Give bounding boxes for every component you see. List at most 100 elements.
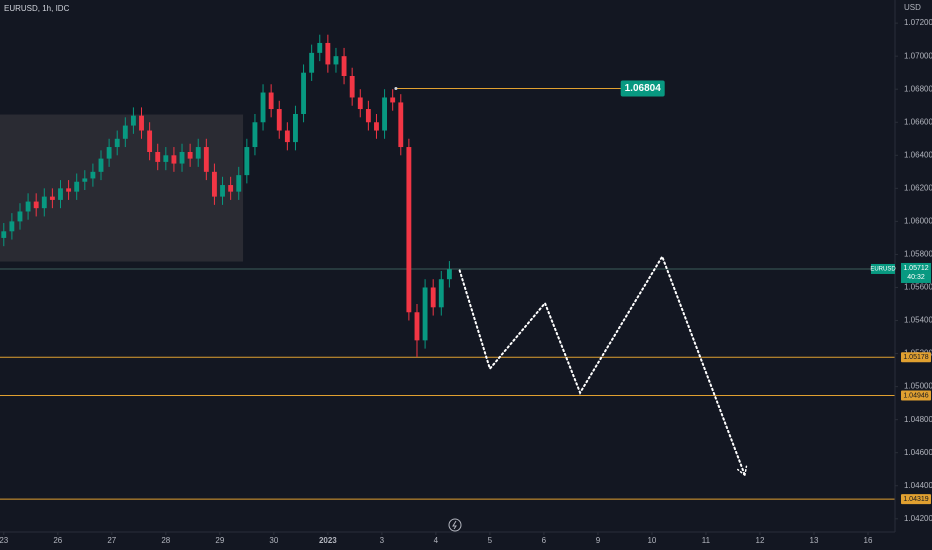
y-tick-label: 1.07200 [904, 18, 932, 27]
symbol-badge-label: EURUSD [870, 267, 896, 273]
zone [0, 114, 244, 262]
y-tick-label: 1.06800 [904, 84, 932, 93]
x-tick-label: 12 [756, 536, 765, 545]
candle-body [82, 178, 88, 182]
candle-body [446, 269, 452, 280]
price-badge-label: 1.05712 [903, 265, 928, 272]
level-label: 1.04319 [903, 496, 928, 503]
y-tick-label: 1.06200 [904, 183, 932, 192]
candle-body [244, 147, 250, 176]
x-tick-label: 29 [215, 536, 224, 545]
x-tick-label: 26 [53, 536, 62, 545]
candle-body [406, 147, 412, 313]
x-tick-label: 9 [596, 536, 601, 545]
candle-body [98, 158, 104, 172]
y-tick-label: 1.06000 [904, 217, 932, 226]
candle-body [147, 130, 153, 152]
candle-body [349, 76, 355, 98]
y-tick-label: 1.06400 [904, 150, 932, 159]
candle-body [228, 185, 234, 192]
y-tick-label: 1.05400 [904, 316, 932, 325]
candle-body [438, 279, 444, 308]
candle-body [236, 175, 242, 192]
y-tick-label: 1.05000 [904, 382, 932, 391]
candle-body [422, 287, 428, 341]
replay-icon[interactable] [448, 518, 462, 532]
candle-body [74, 181, 80, 192]
x-tick-label: 11 [702, 536, 711, 545]
level-label: 1.04946 [903, 392, 928, 399]
candle-body [203, 147, 209, 172]
candle-body [1, 231, 7, 238]
x-tick-label: 10 [647, 536, 656, 545]
candle-body [66, 188, 72, 192]
candle-body [212, 171, 217, 197]
price-badge [901, 262, 931, 283]
level-label-box [901, 494, 931, 505]
x-tick-label: 16 [864, 536, 873, 545]
candle-body [430, 287, 436, 308]
level-label: 1.05178 [903, 354, 928, 361]
candle-body [293, 114, 298, 143]
candle-body [341, 56, 347, 76]
y-tick-label: 1.05800 [904, 250, 932, 259]
candle-body [155, 152, 161, 162]
candle-body [284, 130, 290, 143]
plot-area [0, 34, 895, 500]
candle-body [333, 56, 339, 65]
y-tick-label: 1.04600 [904, 448, 932, 457]
countdown-label: 40:32 [907, 274, 925, 281]
candle-body [398, 102, 404, 148]
candle-body [390, 97, 396, 103]
y-tick-label: 1.04800 [904, 415, 932, 424]
x-tick-label: 6 [542, 536, 547, 545]
candle-body [301, 72, 306, 114]
candle-body [357, 97, 363, 110]
x-tick-label: 28 [161, 536, 170, 545]
candle-body [220, 185, 225, 197]
currency-label: USD [904, 3, 921, 12]
candle-body [9, 221, 15, 232]
x-tick-label: 3 [380, 536, 385, 545]
candle-body [122, 125, 128, 139]
candle-body [41, 196, 47, 209]
candle-body [114, 138, 120, 148]
candle-body [374, 122, 379, 131]
x-tick-label: 4 [434, 536, 439, 545]
projection-arrowhead [737, 465, 748, 476]
x-tick-label: 5 [488, 536, 493, 545]
candle-body [382, 97, 388, 131]
x-tick-label: 13 [810, 536, 819, 545]
candle-body [163, 155, 169, 162]
x-tick-label: 27 [107, 536, 116, 545]
candle-body [365, 109, 371, 123]
x-tick-label: 23 [0, 536, 9, 545]
symbol-badge [871, 263, 895, 274]
level-label-box [901, 390, 931, 401]
y-tick-label: 1.07000 [904, 51, 932, 60]
candle-body [325, 42, 331, 65]
symbol-title: EURUSD, 1h, IDC [4, 4, 70, 13]
level-label-box [901, 352, 931, 363]
target-anchor [394, 87, 398, 91]
target-label-box [620, 80, 665, 97]
candle-body [317, 42, 323, 53]
candle-body [276, 109, 282, 131]
candle-body [195, 147, 201, 159]
candle-body [90, 171, 96, 179]
candle-body [130, 115, 136, 126]
candle-body [309, 52, 315, 73]
candle-body [106, 147, 112, 159]
candle-body [58, 188, 63, 200]
candle-body [252, 122, 258, 148]
candle-body [268, 92, 274, 110]
y-tick-label: 1.04400 [904, 481, 932, 490]
candle-body [25, 201, 31, 212]
y-tick-label: 1.06600 [904, 117, 932, 126]
x-tick-label: 2023 [319, 536, 337, 545]
candle-body [139, 115, 144, 131]
candle-body [33, 201, 39, 209]
candle-body [171, 155, 177, 164]
